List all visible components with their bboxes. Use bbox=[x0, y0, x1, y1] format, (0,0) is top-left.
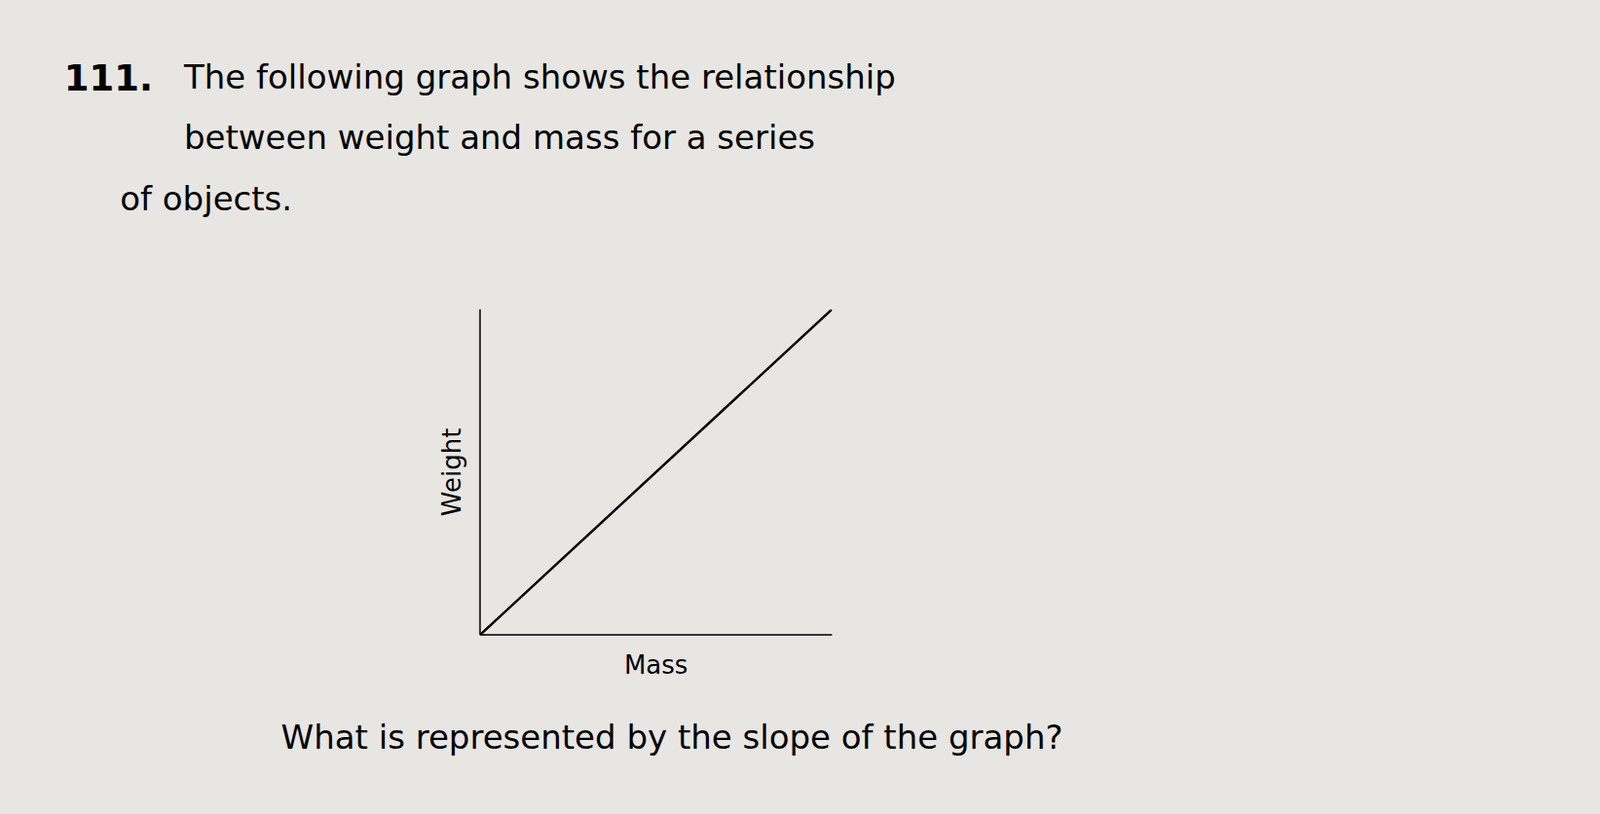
x-axis-label: Mass bbox=[624, 650, 688, 680]
y-axis-label: Weight bbox=[437, 428, 467, 518]
bottom-question: What is represented by the slope of the … bbox=[281, 717, 1064, 757]
chart: Mass Weight 111. The following graph shows … bbox=[0, 0, 1600, 814]
data-line bbox=[480, 309, 832, 635]
question-text: between weight and mass for a series bbox=[184, 117, 816, 157]
question-text: of objects. bbox=[119, 179, 293, 219]
question-text: The following graph shows the relationsh… bbox=[183, 57, 896, 97]
plot-area bbox=[480, 309, 832, 635]
x-axis bbox=[480, 633, 832, 636]
chart-container: Mass Weight 111. The following graph shows … bbox=[0, 0, 1600, 814]
question-number: 111. bbox=[64, 57, 153, 100]
y-axis bbox=[479, 309, 482, 635]
